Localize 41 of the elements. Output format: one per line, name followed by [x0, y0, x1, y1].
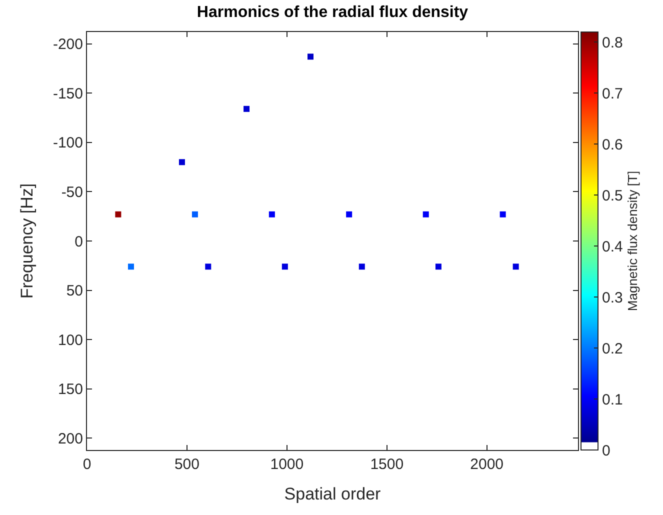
- y-tick-label: 200: [58, 430, 83, 448]
- point: [205, 264, 212, 270]
- point: [500, 211, 506, 218]
- point: [435, 264, 442, 270]
- point: [282, 264, 288, 270]
- color-bar-label: 0.8: [602, 34, 623, 52]
- x-tick-label: 500: [174, 456, 200, 473]
- point: [358, 264, 365, 270]
- y-tick-label: -200: [52, 36, 83, 54]
- y-axis-title: Frequency [Hz]: [18, 183, 37, 299]
- y-tick-label: 100: [58, 332, 83, 349]
- chart-title: Harmonics of the radial flux density: [196, 4, 468, 22]
- x-tick-label: 1500: [370, 456, 404, 473]
- x-tick-label: 2000: [470, 456, 504, 473]
- color-bar-label: 0.1: [602, 391, 623, 408]
- y-tick-label: -150: [52, 85, 83, 102]
- y-tick-label: -50: [61, 184, 83, 201]
- point: [422, 211, 429, 218]
- y-tick-label: -100: [52, 134, 83, 152]
- color-bar-label: 0: [602, 442, 610, 460]
- point: [512, 264, 519, 270]
- color-bar-title: Magnetic flux density [T]: [624, 170, 640, 312]
- point: [192, 211, 198, 218]
- color-bar-label: 0.2: [602, 340, 623, 358]
- point: [268, 211, 275, 218]
- x-tick-label: 1000: [270, 456, 304, 473]
- y-tick-label: 0: [74, 233, 83, 250]
- point: [178, 159, 185, 166]
- color-bar-label: 0.4: [602, 238, 623, 256]
- x-axis-title: Spatial order: [284, 484, 382, 504]
- y-tick-label: 150: [58, 381, 83, 398]
- color-bar-label: 0.5: [602, 187, 623, 204]
- point: [346, 211, 352, 218]
- point: [115, 211, 122, 218]
- point: [128, 264, 134, 270]
- color-bar-label: 0.7: [602, 85, 623, 102]
- y-tick-label: 50: [66, 282, 83, 300]
- point: [244, 106, 250, 112]
- color-bar-label: 0.3: [602, 289, 623, 306]
- color-bar-label: 0.6: [602, 136, 623, 154]
- point: [308, 54, 314, 60]
